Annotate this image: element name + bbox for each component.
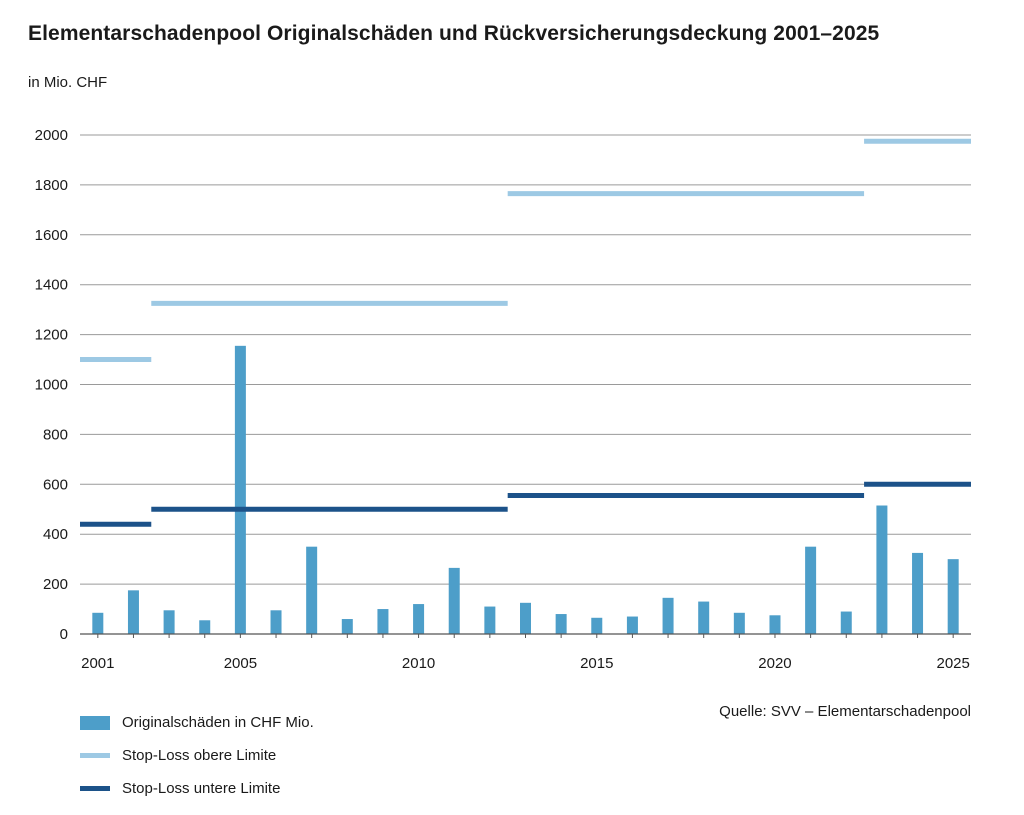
- bar: [270, 610, 282, 634]
- legend-label-lower-limit: Stop-Loss untere Limite: [122, 780, 281, 797]
- bar: [662, 597, 674, 634]
- y-tick-label: 2000: [35, 127, 68, 144]
- bar: [377, 609, 389, 634]
- y-tick-label: 1800: [35, 177, 68, 194]
- bar: [306, 546, 318, 634]
- bar: [626, 616, 638, 634]
- y-tick-label: 400: [43, 526, 68, 543]
- legend-item-lower-limit: Stop-Loss untere Limite: [80, 772, 314, 805]
- y-tick-label: 1200: [35, 327, 68, 344]
- legend-label-damages: Originalschäden in CHF Mio.: [122, 714, 314, 731]
- bar: [448, 567, 460, 634]
- legend-swatch-damages: [80, 715, 110, 730]
- x-tick-label: 2010: [402, 655, 435, 672]
- source-note: Quelle: SVV – Elementarschadenpool: [719, 703, 971, 720]
- bar: [733, 612, 745, 634]
- unit-label: in Mio. CHF: [28, 74, 108, 91]
- bar: [769, 615, 781, 634]
- bar: [341, 619, 353, 634]
- bar: [520, 602, 531, 634]
- bar: [163, 610, 175, 634]
- bar: [912, 552, 924, 634]
- bar: [805, 546, 817, 634]
- bar: [127, 590, 139, 634]
- chart-canvas: 0 200 400 600 800 1000 1200 1400 1600 1800 2000 200…: [35, 127, 971, 672]
- bar: [199, 620, 211, 634]
- y-tick-label: 1000: [35, 377, 68, 394]
- y-tick-label: 800: [43, 426, 68, 443]
- bar: [484, 606, 496, 634]
- y-tick-label: 1600: [35, 227, 68, 244]
- legend-swatch-upper-limit: [80, 753, 110, 758]
- bar: [698, 601, 710, 634]
- x-tick-label: 2005: [224, 655, 257, 672]
- legend-item-damages: Originalschäden in CHF Mio.: [80, 706, 314, 739]
- x-tick-label: 2025: [936, 655, 969, 672]
- legend-item-upper-limit: Stop-Loss obere Limite: [80, 739, 314, 772]
- y-tick-label: 0: [60, 626, 68, 643]
- bar: [876, 505, 888, 634]
- bar: [234, 345, 246, 634]
- bar: [840, 611, 852, 634]
- bar: [92, 612, 104, 634]
- x-tick-label: 2001: [81, 655, 114, 672]
- legend: Originalschäden in CHF Mio. Stop-Loss ob…: [80, 706, 314, 805]
- x-tick-label: 2020: [758, 655, 791, 672]
- y-tick-label: 1400: [35, 277, 68, 294]
- y-tick-label: 200: [43, 576, 68, 593]
- x-tick-label: 2015: [580, 655, 613, 672]
- bar: [413, 604, 425, 634]
- bar: [555, 614, 567, 634]
- y-tick-label: 600: [43, 476, 68, 493]
- legend-label-upper-limit: Stop-Loss obere Limite: [122, 747, 277, 764]
- chart-title: Elementarschadenpool Originalschäden und…: [28, 22, 880, 45]
- bar: [591, 617, 603, 634]
- bar: [947, 559, 959, 634]
- legend-swatch-lower-limit: [80, 786, 110, 791]
